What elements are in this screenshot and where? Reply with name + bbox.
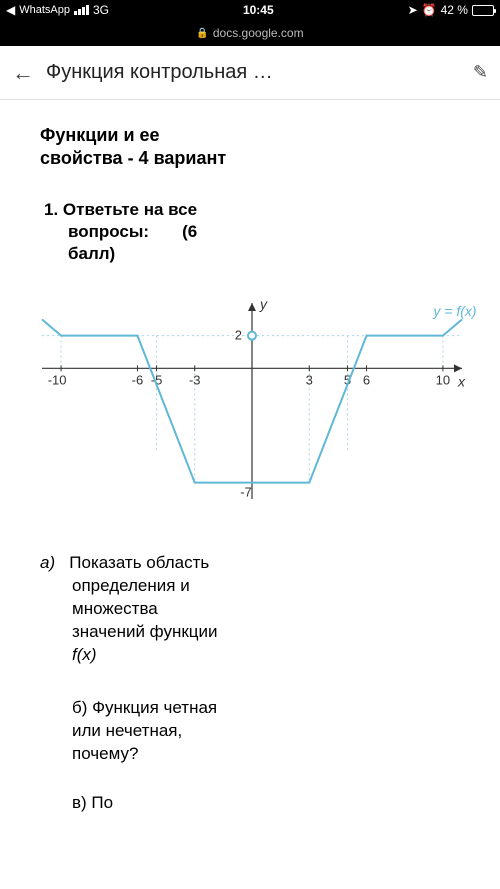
- sub-question-a: а) Показать область определения и множес…: [40, 552, 460, 667]
- question-1-head: 1. Ответьте на все: [44, 199, 460, 221]
- q1-score-line: балл): [68, 243, 460, 265]
- sub-question-b: б) Функция четная или нечетная, почему?: [72, 697, 460, 766]
- alarm-icon: ⏰: [422, 3, 437, 17]
- svg-text:6: 6: [363, 372, 370, 387]
- subq-a-l3: множества: [72, 599, 158, 618]
- location-icon: ➤: [408, 3, 418, 17]
- doc-title: Функции и ее свойства - 4 вариант: [40, 124, 460, 171]
- subq-a-l1: Показать область: [69, 553, 209, 572]
- page-title: Функция контрольная …: [46, 61, 461, 84]
- svg-text:2: 2: [235, 328, 242, 343]
- subq-c-partial: в) По: [72, 793, 113, 812]
- subq-a-l4: значений функции: [72, 622, 218, 641]
- battery-icon: [472, 5, 494, 16]
- doc-title-l1: Функции и ее: [40, 125, 160, 145]
- svg-text:10: 10: [436, 372, 450, 387]
- svg-text:-3: -3: [189, 372, 201, 387]
- back-to-app[interactable]: WhatsApp: [19, 4, 70, 16]
- q1-score-text: балл): [68, 244, 115, 263]
- q1-number: 1.: [44, 200, 58, 219]
- svg-text:x: x: [457, 373, 466, 389]
- function-chart: -10-6-5-3356102-7xyy = f(x): [12, 289, 488, 524]
- q1-text: Ответьте на все: [63, 200, 197, 219]
- signal-icon: [74, 5, 89, 15]
- svg-text:-7: -7: [240, 485, 252, 500]
- subq-b-l1: б) Функция четная: [72, 698, 217, 717]
- subq-a-l2: определения и: [72, 576, 190, 595]
- subq-a-fx: f(x): [72, 645, 97, 664]
- doc-title-l2: свойства - 4 вариант: [40, 148, 226, 168]
- edit-icon[interactable]: ✎: [473, 62, 488, 83]
- back-caret-icon[interactable]: ◀: [6, 3, 15, 17]
- sub-question-c-partial: в) По: [72, 792, 460, 815]
- battery-percent: 42 %: [441, 3, 468, 17]
- q1-sub-text: вопросы:: [68, 222, 149, 241]
- url-domain: docs.google.com: [213, 26, 304, 40]
- svg-text:-10: -10: [48, 372, 67, 387]
- subq-a-letter: а): [40, 553, 55, 572]
- q1-sub: вопросы: (6: [68, 221, 460, 243]
- subq-b-l2: или нечетная,: [72, 721, 182, 740]
- network-type: 3G: [93, 3, 109, 17]
- doc-header: ← Функция контрольная … ✎: [0, 46, 500, 100]
- ios-status-bar: ◀ WhatsApp 3G 10:45 ➤ ⏰ 42 %: [0, 0, 500, 20]
- document-body: Функции и ее свойства - 4 вариант 1. Отв…: [0, 100, 500, 889]
- status-time: 10:45: [243, 3, 274, 17]
- browser-url-bar[interactable]: 🔒 docs.google.com: [0, 20, 500, 46]
- back-arrow-icon[interactable]: ←: [12, 60, 34, 86]
- svg-text:y = f(x): y = f(x): [432, 303, 476, 319]
- lock-icon: 🔒: [196, 28, 208, 39]
- subq-b-l3: почему?: [72, 744, 138, 763]
- svg-text:3: 3: [306, 372, 313, 387]
- svg-text:y: y: [259, 296, 268, 312]
- svg-text:-6: -6: [132, 372, 144, 387]
- q1-score-open: (6: [182, 222, 197, 241]
